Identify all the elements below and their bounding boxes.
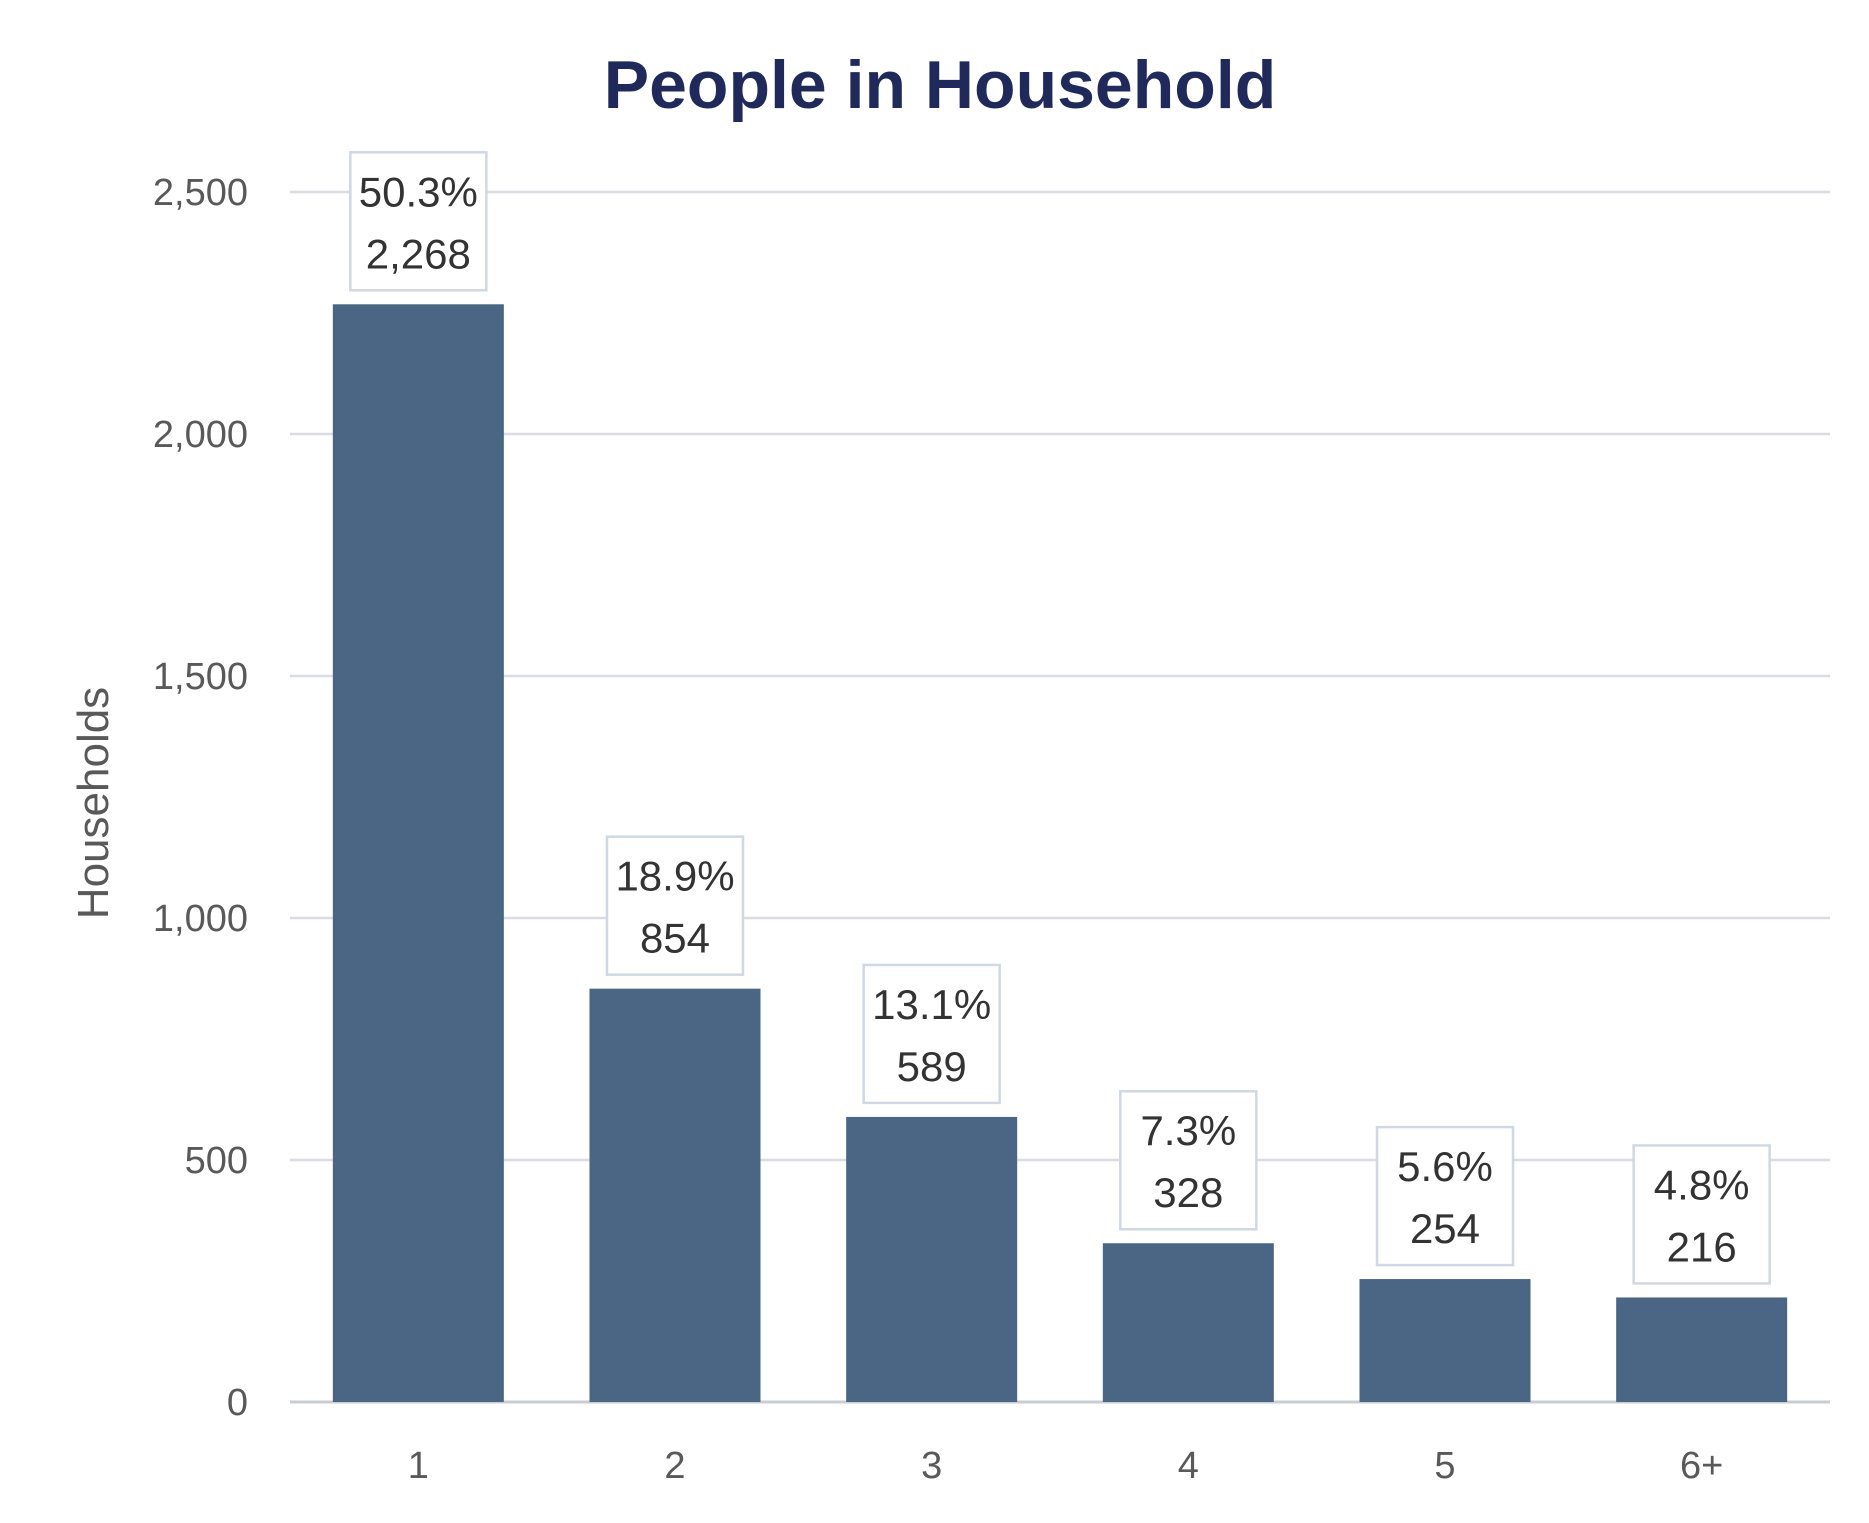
x-tick-label: 5: [1434, 1445, 1455, 1487]
bar: [332, 304, 504, 1403]
data-labels: 50.3% 2,268 18.9% 854 13.1% 589 7.3% 328 5.6% 254…: [349, 151, 1771, 1285]
x-tick-label: 6+: [1680, 1445, 1723, 1487]
gridlines: [290, 190, 1830, 1404]
x-tick-label: 3: [921, 1445, 942, 1487]
y-axis-ticks: 0 500 1,000 1,500 2,000 2,500: [153, 172, 248, 1424]
percent-label: 50.3%: [359, 168, 478, 215]
bar: [846, 1116, 1018, 1402]
data-label-box: 13.1% 589: [862, 963, 1001, 1105]
label-box-border: [862, 963, 1001, 1105]
value-label: 2,268: [366, 230, 471, 277]
percent-label: 4.8%: [1654, 1161, 1750, 1208]
bars: [332, 304, 1788, 1403]
y-axis-label: Households: [69, 687, 118, 919]
percent-label: 7.3%: [1140, 1107, 1236, 1154]
data-label-box: 18.9% 854: [605, 835, 745, 976]
bar: [1616, 1297, 1788, 1402]
data-label-box: 7.3% 328: [1119, 1089, 1258, 1231]
data-label-box: 5.6% 254: [1375, 1125, 1515, 1267]
x-axis-ticks: 1 2 3 4 5 6+: [408, 1445, 1724, 1487]
y-tick-label: 2,500: [153, 172, 248, 214]
bar: [1102, 1243, 1274, 1402]
label-box-border: [605, 835, 745, 976]
data-label-box: 4.8% 216: [1632, 1144, 1771, 1285]
percent-label: 5.6%: [1397, 1143, 1493, 1190]
data-label-box: 50.3% 2,268: [349, 151, 488, 292]
y-tick-label: 500: [185, 1140, 248, 1182]
label-box-border: [1632, 1144, 1771, 1285]
y-tick-label: 1,000: [153, 898, 248, 940]
label-box-border: [1119, 1089, 1258, 1231]
x-tick-label: 1: [408, 1445, 429, 1487]
y-tick-label: 1,500: [153, 656, 248, 698]
x-tick-label: 2: [664, 1445, 685, 1487]
value-label: 254: [1410, 1205, 1480, 1252]
value-label: 328: [1153, 1169, 1223, 1216]
value-label: 216: [1667, 1223, 1737, 1270]
value-label: 854: [640, 915, 710, 962]
bar: [589, 988, 761, 1402]
label-box-border: [349, 151, 488, 292]
label-box-border: [1375, 1125, 1515, 1267]
value-label: 589: [897, 1043, 967, 1090]
y-tick-label: 0: [227, 1382, 248, 1424]
chart-title: People in Household: [604, 47, 1277, 123]
percent-label: 13.1%: [872, 981, 991, 1028]
x-tick-label: 4: [1178, 1445, 1199, 1487]
percent-label: 18.9%: [615, 853, 734, 900]
y-tick-label: 2,000: [153, 414, 248, 456]
bar: [1359, 1279, 1531, 1402]
